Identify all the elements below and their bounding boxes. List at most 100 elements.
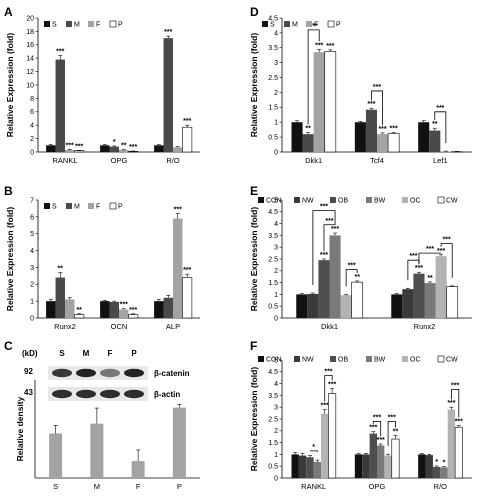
bar bbox=[365, 109, 377, 152]
significance-label: ** bbox=[354, 274, 360, 281]
significance-label: *** bbox=[75, 143, 83, 150]
x-tick-label: OPG bbox=[111, 156, 128, 165]
y-tick-label: 8 bbox=[30, 96, 34, 103]
significance-label: *** bbox=[320, 252, 328, 259]
y-tick-label: 3 bbox=[274, 245, 278, 252]
significance-label: *** bbox=[437, 248, 445, 255]
significance-label: *** bbox=[328, 381, 336, 388]
legend-label: OC bbox=[410, 198, 421, 205]
legend-swatch bbox=[366, 197, 372, 203]
bar bbox=[100, 301, 110, 318]
legend-label: P bbox=[336, 22, 341, 29]
significance-label: ** bbox=[58, 265, 64, 272]
bar bbox=[163, 38, 173, 152]
x-tick-label: RANKL bbox=[301, 482, 326, 491]
bar bbox=[49, 433, 63, 478]
western-blot: (kD) S M F P 92 β-catenin 43 β-actin bbox=[22, 349, 190, 401]
bar bbox=[306, 457, 314, 478]
significance-label: *** bbox=[183, 267, 191, 274]
legend-label: OC bbox=[410, 357, 421, 364]
legend-label: S bbox=[52, 22, 57, 29]
bar bbox=[391, 438, 400, 479]
y-axis-title: Relative Expression (fold) bbox=[249, 207, 259, 312]
legend-swatch bbox=[88, 203, 94, 209]
bar bbox=[90, 423, 104, 478]
kd-value: 43 bbox=[24, 388, 33, 397]
legend-label: M bbox=[292, 22, 298, 29]
y-tick-label: 0 bbox=[274, 315, 278, 322]
legend-label: M bbox=[74, 22, 80, 29]
lane-label: F bbox=[108, 349, 113, 358]
y-tick-label: 3 bbox=[274, 405, 278, 412]
significance-label: *** bbox=[321, 403, 329, 410]
legend-swatch bbox=[258, 197, 264, 203]
panel-label: E bbox=[250, 184, 258, 198]
significance-label: *** bbox=[415, 265, 423, 272]
bracket-label: *** bbox=[373, 84, 381, 91]
y-tick-label: 2 bbox=[274, 90, 278, 97]
y-axis-title: Relative Expression (fold) bbox=[249, 33, 259, 138]
bar bbox=[354, 122, 366, 152]
legend-label: BW bbox=[374, 357, 386, 364]
legend-label: F bbox=[314, 22, 318, 29]
bracket-label: * bbox=[312, 444, 315, 451]
significance-label: ** bbox=[432, 121, 438, 128]
significance-label: *** bbox=[120, 302, 128, 309]
legend-label: BW bbox=[374, 198, 386, 205]
significance-label: *** bbox=[455, 418, 463, 425]
y-tick-label: 4.5 bbox=[268, 15, 278, 22]
significance-label: * bbox=[443, 460, 446, 467]
y-axis-title: Relative Expression (fold) bbox=[249, 367, 259, 472]
legend-swatch bbox=[366, 356, 372, 362]
legend-swatch bbox=[44, 21, 50, 27]
bracket-label: *** bbox=[436, 105, 444, 112]
y-tick-label: 2.5 bbox=[268, 256, 278, 263]
panel-d: D 0 0.5 1 1.5 2 2.5 3 3.5 4 4.5 Relative Expression… bbox=[249, 5, 472, 165]
blot-band bbox=[124, 368, 144, 378]
significance-label: ** bbox=[121, 143, 127, 150]
panel-label: D bbox=[250, 5, 259, 19]
significance-label: *** bbox=[331, 226, 339, 233]
significance-label: *** bbox=[174, 206, 182, 213]
legend-label: S bbox=[270, 22, 275, 29]
x-tick-label: RANKL bbox=[52, 156, 77, 165]
y-tick-label: 4 bbox=[274, 221, 278, 228]
legend-swatch bbox=[402, 197, 408, 203]
significance-label: *** bbox=[390, 126, 398, 133]
bar bbox=[391, 294, 403, 318]
significance-label: *** bbox=[164, 29, 172, 36]
significance-label: *** bbox=[129, 144, 137, 151]
bar bbox=[307, 293, 319, 318]
y-tick-label: 2 bbox=[30, 282, 34, 289]
x-tick-label: OCN bbox=[111, 322, 128, 331]
significance-bracket bbox=[345, 269, 358, 287]
legend-swatch bbox=[109, 20, 117, 28]
bracket-label: *** bbox=[325, 218, 333, 225]
significance-bracket bbox=[323, 224, 336, 251]
y-axis-title: Relative Expression (fold) bbox=[5, 33, 15, 138]
bracket-label: *** bbox=[310, 23, 318, 30]
significance-bracket bbox=[371, 90, 383, 125]
legend-swatch bbox=[66, 21, 72, 27]
significance-bracket bbox=[372, 420, 382, 437]
y-tick-label: 1 bbox=[274, 292, 278, 299]
bar bbox=[321, 413, 329, 478]
bar bbox=[119, 309, 129, 318]
protein-label: β-actin bbox=[154, 390, 180, 399]
significance-label: ** bbox=[76, 307, 82, 314]
bar bbox=[440, 467, 448, 478]
legend-swatch bbox=[327, 20, 335, 28]
x-tick-label: ALP bbox=[166, 322, 180, 331]
significance-label: *** bbox=[369, 425, 377, 432]
legend-swatch bbox=[330, 356, 336, 362]
legend-swatch bbox=[330, 197, 336, 203]
legend-label: NW bbox=[302, 357, 314, 364]
bar bbox=[454, 426, 463, 479]
bar bbox=[109, 146, 119, 152]
panel-c: C Relative density S M F P bbox=[4, 339, 200, 491]
bar bbox=[413, 273, 425, 318]
blot-band bbox=[100, 389, 120, 399]
bar bbox=[173, 218, 183, 318]
y-tick-label: 0 bbox=[30, 149, 34, 156]
